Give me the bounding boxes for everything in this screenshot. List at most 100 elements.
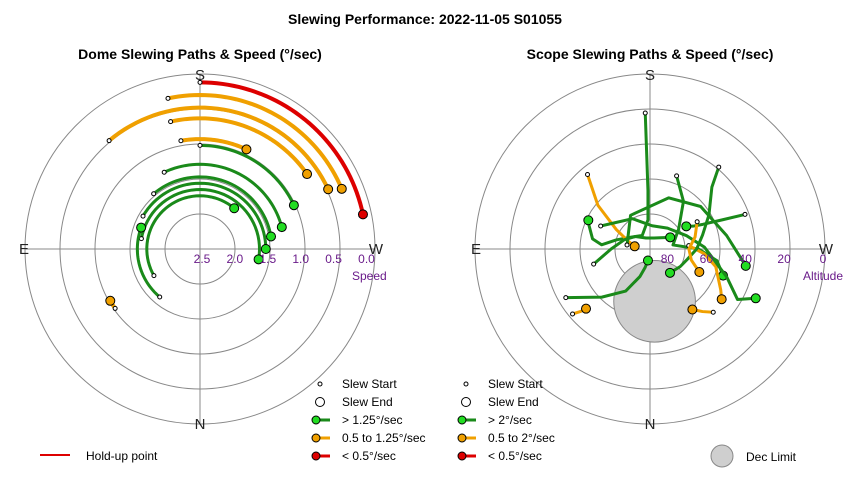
scope-radial-tick: 0: [820, 252, 827, 266]
scope-polar-grid: [474, 73, 826, 425]
scope-legend-dot: [457, 415, 467, 425]
dome-legend-dot: [311, 451, 321, 461]
scope-slew-path: [564, 258, 650, 300]
scope-dir-left: E: [471, 241, 481, 258]
dome-slew-path: [178, 137, 249, 152]
dec-limit-circle: [613, 259, 696, 343]
dome-radial-tick: 2.5: [194, 252, 211, 266]
scope-slew-start: [674, 173, 680, 179]
scope-slew-end: [694, 267, 705, 278]
dome-chart: Dome Slewing Paths & Speed (°/sec) S N E…: [19, 46, 387, 433]
scope-radial-tick: 40: [739, 252, 753, 266]
scope-slew-start: [598, 223, 604, 229]
dome-slew-end: [229, 203, 240, 214]
dome-slew-start: [178, 138, 184, 144]
dome-slew-start: [168, 119, 174, 125]
scope-slew-end: [750, 293, 761, 304]
scope-legend-end-marker: [461, 397, 471, 407]
scope-chart: Scope Slewing Paths & Speed (°/sec) S N …: [471, 46, 843, 433]
dome-slew-path: [152, 175, 273, 238]
dome-slew-start: [161, 169, 167, 175]
scope-slew-end: [583, 215, 594, 226]
scope-radial-tick: 80: [661, 252, 675, 266]
scope-legend-label: Slew Start: [488, 377, 543, 391]
dome-slew-end: [266, 231, 277, 242]
dome-slew-start: [157, 294, 163, 300]
dome-legend-label: Slew Start: [342, 377, 397, 391]
scope-dir-bottom: N: [645, 416, 656, 433]
dome-slew-path: [162, 162, 284, 229]
dome-slew-end: [323, 184, 334, 195]
scope-legend-label: < 0.5°/sec: [488, 449, 542, 463]
hold-up-legend: Hold-up point: [40, 449, 158, 463]
dome-slew-start: [197, 79, 203, 85]
scope-slew-path: [687, 244, 724, 301]
dec-limit-legend-swatch: [710, 444, 734, 468]
dome-slew-path: [145, 194, 236, 278]
dec-limit-legend-label: Dec Limit: [746, 450, 797, 464]
scope-legend-start-marker: [463, 381, 469, 387]
dome-slew-start: [138, 236, 144, 242]
scope-slew-path: [592, 235, 672, 266]
dome-slew-start: [197, 142, 203, 148]
dome-dir-bottom: N: [195, 416, 206, 433]
scope-slew-path: [599, 217, 758, 302]
scope-slew-end: [581, 303, 592, 314]
scope-slew-path: [687, 220, 701, 274]
dome-slew-end: [241, 144, 252, 155]
scope-slew-end: [687, 304, 698, 315]
dome-slew-end: [302, 169, 313, 180]
scope-slew-start: [710, 309, 716, 315]
dome-dir-top: S: [195, 67, 205, 84]
dome-radial-tick: 1.0: [292, 252, 309, 266]
dome-slew-start: [140, 213, 146, 219]
dome-legend-start-marker: [317, 381, 323, 387]
scope-slew-start: [563, 295, 569, 301]
scope-slew-start: [624, 242, 630, 248]
dome-slew-end: [357, 209, 368, 220]
dome-slew-start: [106, 138, 112, 144]
dome-legend-dot: [311, 415, 321, 425]
scope-slew-paths: [563, 110, 761, 317]
dome-slew-end: [136, 222, 147, 233]
dome-slew-start: [151, 273, 157, 279]
scope-dir-right: W: [819, 241, 834, 258]
scope-legend: Slew Start Slew End > 2°/sec 0.5 to 2°/sec <…: [457, 377, 555, 463]
dome-dir-right: W: [369, 241, 384, 258]
scope-chart-title: Scope Slewing Paths & Speed (°/sec): [527, 46, 774, 62]
scope-legend-dot: [457, 433, 467, 443]
dome-legend-label: Slew End: [342, 395, 393, 409]
dome-slew-path: [198, 143, 296, 207]
scope-slew-start: [694, 219, 700, 225]
scope-slew-start: [716, 164, 722, 170]
scope-slew-path: [586, 111, 650, 247]
scope-slew-end: [740, 260, 751, 271]
scope-radial-axis-label: Altitude: [803, 269, 843, 283]
dome-slew-path: [139, 188, 261, 261]
scope-slew-path: [586, 173, 637, 248]
scope-slew-end: [642, 255, 653, 266]
dome-legend-end-marker: [315, 397, 325, 407]
scope-legend-label: Slew End: [488, 395, 539, 409]
dome-slew-paths: [105, 79, 368, 311]
scope-slew-start: [642, 110, 648, 116]
scope-slew-end: [665, 232, 676, 243]
dome-slew-end: [288, 200, 299, 211]
dome-legend-dot: [311, 433, 321, 443]
dome-legend-label: 0.5 to 1.25°/sec: [342, 431, 426, 445]
dome-legend-label: < 0.5°/sec: [342, 449, 396, 463]
scope-radial-tick: 20: [777, 252, 791, 266]
dome-polar-grid: [24, 73, 376, 425]
dome-slew-path: [165, 93, 344, 191]
scope-slew-start: [585, 172, 591, 178]
scope-slew-end: [629, 241, 640, 252]
scope-slew-start: [742, 211, 748, 217]
dome-slew-path: [168, 116, 310, 177]
scope-legend-label: 0.5 to 2°/sec: [488, 431, 555, 445]
dome-chart-title: Dome Slewing Paths & Speed (°/sec): [78, 46, 322, 62]
scope-dir-top: S: [645, 67, 655, 84]
dome-slew-end: [260, 244, 271, 254]
dec-limit-legend: Dec Limit: [710, 444, 797, 468]
dome-slew-start: [112, 305, 118, 311]
dome-radial-tick: 2.0: [227, 252, 244, 266]
